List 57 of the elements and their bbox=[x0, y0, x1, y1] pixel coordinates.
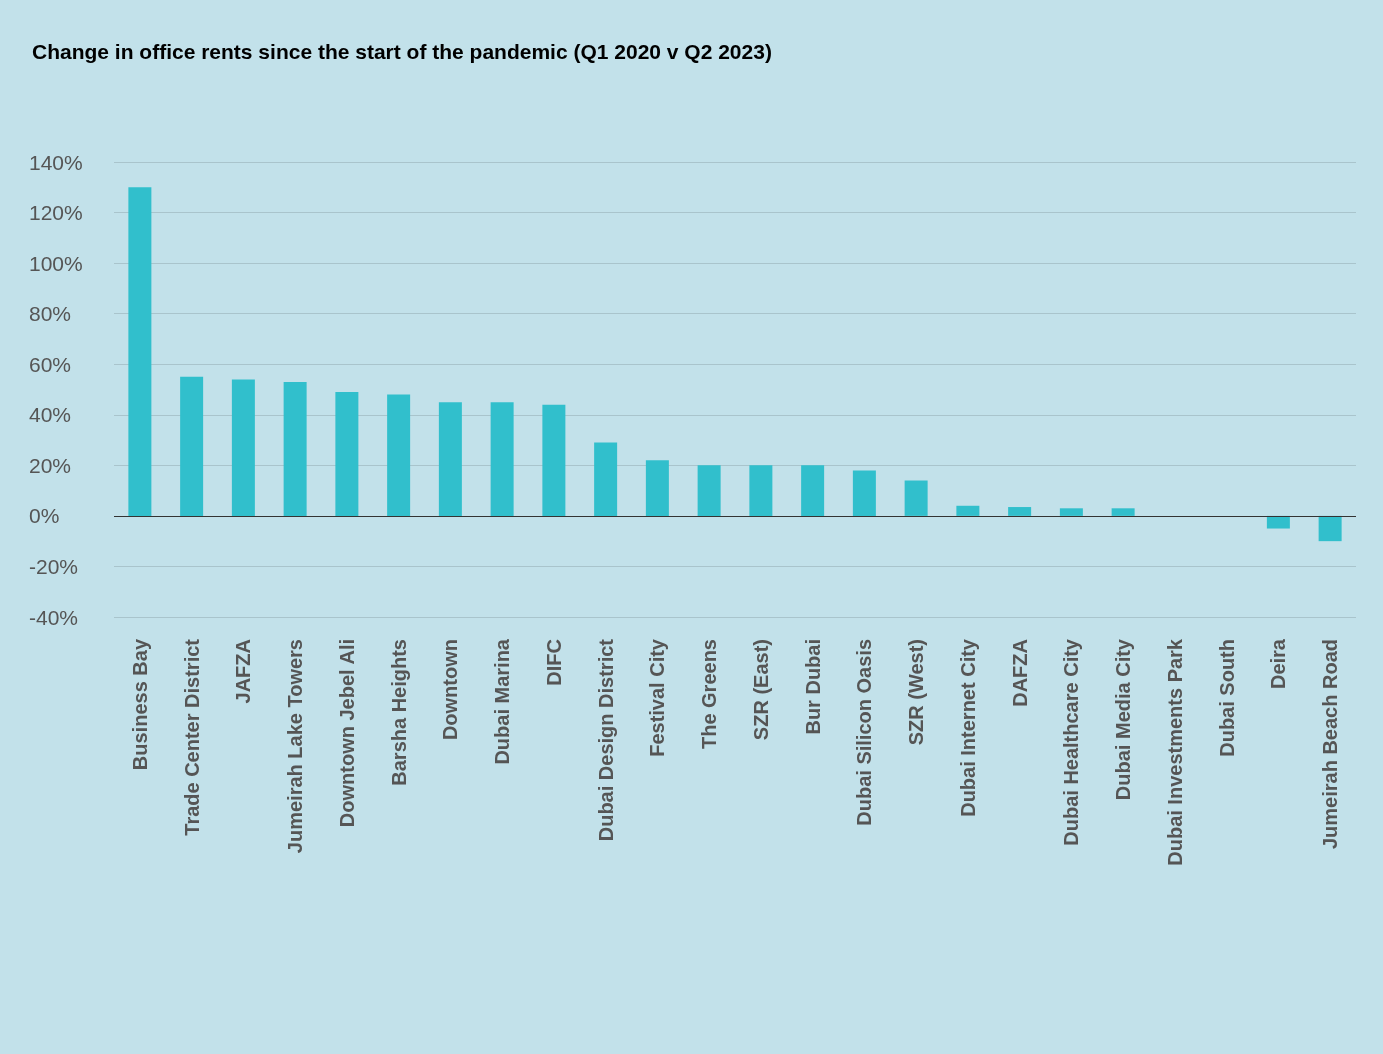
x-tick-label: Dubai Healthcare City bbox=[1060, 638, 1083, 846]
x-tick-label: Jumeirah Beach Road bbox=[1319, 639, 1342, 850]
y-tick-label: 140% bbox=[29, 150, 83, 174]
y-tick-label: -20% bbox=[29, 554, 79, 578]
bar bbox=[904, 480, 928, 516]
y-tick-label: 20% bbox=[29, 453, 72, 477]
x-tick-label: Bur Dubai bbox=[801, 639, 824, 735]
x-tick-label: Jumeirah Lake Towers bbox=[284, 639, 307, 854]
bar bbox=[749, 465, 773, 516]
bar bbox=[645, 460, 669, 516]
y-tick-label: 0% bbox=[29, 504, 60, 528]
x-tick-label: DAFZA bbox=[1008, 639, 1031, 707]
x-tick-label: Festival City bbox=[646, 638, 669, 757]
bar bbox=[180, 376, 204, 516]
bar bbox=[387, 394, 411, 516]
x-tick-label: Dubai Design District bbox=[594, 638, 617, 842]
bar bbox=[1318, 515, 1342, 542]
y-tick-label: 100% bbox=[29, 251, 83, 275]
x-tick-label: JAFZA bbox=[232, 639, 255, 704]
x-tick-label: Downtown Jebel Ali bbox=[335, 639, 358, 828]
bar bbox=[852, 470, 876, 516]
y-tick-label: 40% bbox=[29, 403, 72, 427]
y-tick-label: 60% bbox=[29, 352, 72, 376]
y-tick-label: -40% bbox=[29, 605, 79, 629]
bar bbox=[231, 379, 255, 516]
bar bbox=[1059, 508, 1083, 516]
x-tick-label: Dubai Internet City bbox=[956, 638, 979, 817]
bar bbox=[335, 392, 359, 516]
bar bbox=[697, 465, 721, 516]
x-tick-label: SZR (East) bbox=[749, 639, 772, 741]
bar bbox=[490, 402, 514, 516]
bar bbox=[594, 442, 618, 516]
bar bbox=[542, 404, 566, 516]
x-tick-label: Barsha Heights bbox=[387, 639, 410, 786]
x-tick-label: Deira bbox=[1267, 638, 1290, 690]
y-tick-label: 120% bbox=[29, 201, 83, 225]
bar bbox=[438, 402, 462, 516]
y-tick-label: 80% bbox=[29, 302, 72, 326]
x-tick-label: Trade Center District bbox=[180, 638, 203, 836]
bar bbox=[1266, 515, 1290, 529]
x-tick-label: Downtown bbox=[439, 639, 462, 741]
x-tick-label: Dubai South bbox=[1215, 639, 1238, 757]
bar bbox=[1111, 508, 1135, 516]
bar bbox=[801, 465, 825, 516]
bar bbox=[1008, 507, 1032, 516]
x-tick-label: Business Bay bbox=[128, 638, 151, 771]
x-tick-label: Dubai Media City bbox=[1112, 638, 1135, 801]
bar bbox=[283, 381, 307, 516]
x-tick-label: Dubai Investments Park bbox=[1163, 638, 1186, 866]
x-tick-label: DIFC bbox=[542, 639, 565, 686]
x-tick-label: SZR (West) bbox=[905, 639, 928, 746]
x-tick-label: Dubai Silicon Oasis bbox=[853, 639, 876, 826]
x-tick-label: Dubai Marina bbox=[491, 638, 514, 765]
bar bbox=[956, 505, 980, 516]
chart-title: Change in office rents since the start of the pandemic (Q1 2020 v Q2 2023) bbox=[32, 40, 772, 63]
bar bbox=[128, 187, 152, 516]
x-tick-label: The Greens bbox=[698, 639, 721, 750]
